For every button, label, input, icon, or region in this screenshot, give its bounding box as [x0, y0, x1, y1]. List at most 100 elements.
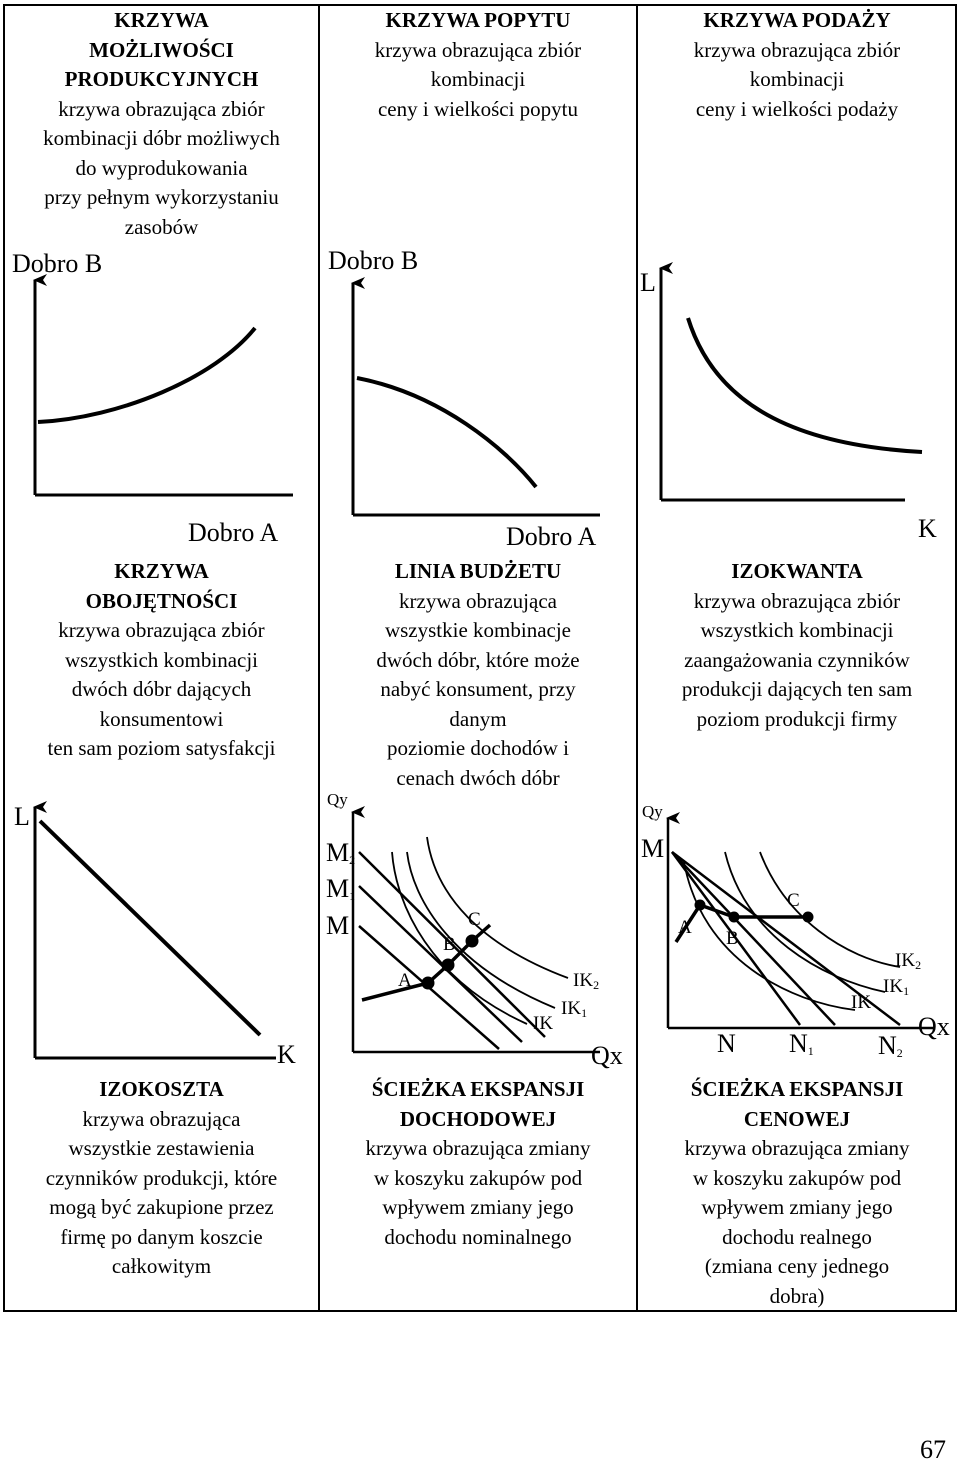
budget-point-b: [441, 958, 455, 972]
isoquant-expansion-path: [674, 902, 808, 943]
isoquant-desc-2: wszystkich kombinacji: [700, 618, 894, 642]
ppf-curve: [37, 326, 257, 424]
grid-bottom: [3, 1310, 957, 1312]
demand-title: KRZYWA POPYTU: [385, 8, 571, 32]
grid-col-1: [318, 4, 320, 1312]
isoquant-n2-label: N2: [878, 1031, 903, 1060]
isoquant-desc-5: poziom produkcji firmy: [696, 706, 898, 731]
isoquant-title: IZOKWANTA: [731, 559, 863, 583]
price-path-desc-6: dobra): [769, 1283, 825, 1308]
isocost-textblock: IZOKOSZTA krzywa obrazująca wszystkie ze…: [5, 1075, 318, 1282]
isocost-desc-4: mogą być zakupione przez: [49, 1195, 274, 1219]
budget-desc-5: danym: [449, 706, 507, 731]
budget-line-m1: [358, 885, 523, 1043]
income-path-title-1: ŚCIEŻKA EKSPANSJI: [371, 1077, 585, 1101]
indifference-desc-1: krzywa obrazująca zbiór: [58, 618, 265, 642]
grid-left: [3, 4, 5, 1312]
supply-textblock: KRZYWA PODAŻY krzywa obrazująca zbiór ko…: [638, 6, 956, 124]
budget-desc-1: krzywa obrazująca: [399, 588, 557, 613]
demand-textblock: KRZYWA POPYTU krzywa obrazująca zbiór ko…: [320, 6, 636, 124]
ppf-title-3: PRODUKCYJNYCH: [64, 67, 259, 91]
isoquant-desc-4: produkcji dających ten sam: [681, 677, 913, 701]
ppf-title-2: MOŻLIWOŚCI: [89, 37, 234, 62]
isocost-desc-2: wszystkie zestawienia: [68, 1136, 255, 1160]
table-grid: [3, 4, 957, 1312]
grid-top: [3, 4, 957, 6]
isoquant-desc-3: zaangażowania czynników: [684, 647, 910, 672]
isoquant-ik1-curve: [724, 851, 886, 993]
isocost-desc-3: czynników produkcji, które: [45, 1165, 278, 1190]
demand-y-label: Dobro B: [328, 246, 419, 275]
budget-textblock: LINIA BUDŻETU krzywa obrazująca wszystki…: [320, 557, 636, 793]
isoquant-n1-label: N1: [789, 1029, 814, 1058]
indifference-desc-2: wszystkich kombinacji: [64, 647, 259, 672]
demand-desc-2: kombinacji: [430, 67, 526, 91]
indifference-desc-5: ten sam poziom satysfakcji: [47, 736, 276, 760]
budget-line-m2: [358, 851, 546, 1038]
ppf-diagram: [33, 274, 293, 497]
budget-desc-2: wszystkie kombinacje: [384, 618, 572, 642]
budget-ik1-curve: [406, 851, 556, 1009]
indifference-textblock: KRZYWA OBOJĘTNOŚCI krzywa obrazująca zbi…: [5, 557, 318, 764]
isoquant-ik-curve: [683, 861, 856, 1011]
budget-desc-3: dwóch dóbr, które może: [376, 647, 580, 672]
isoquant-diagram: [666, 812, 935, 1030]
supply-diagram: [659, 262, 923, 502]
price-path-desc-3: wpływem zmiany jego: [701, 1195, 893, 1219]
ppf-desc-3: do wyprodukowania: [75, 155, 248, 180]
budget-ik-curve: [391, 851, 528, 1025]
supply-desc-1: krzywa obrazująca zbiór: [693, 37, 901, 62]
isocost-title: IZOKOSZTA: [99, 1077, 224, 1101]
budget-desc-6: poziomie dochodów i: [387, 736, 569, 760]
isoquant-point-b-label: B: [726, 928, 739, 949]
income-path-desc-3: wpływem zmiany jego: [382, 1195, 574, 1219]
isoquant-x-label: Qx: [918, 1012, 950, 1041]
budget-ik2-label: IK2: [573, 970, 600, 992]
budget-point-c: [465, 934, 479, 948]
budget-m-label: M: [326, 911, 350, 940]
indifference-title-1: KRZYWA: [114, 559, 209, 583]
page-number: 67: [920, 1435, 946, 1464]
isoquant-line-n2: [671, 851, 901, 1026]
price-path-textblock: ŚCIEŻKA EKSPANSJI CENOWEJ krzywa obrazuj…: [638, 1075, 956, 1311]
isoquant-ik2-label: IK2: [895, 950, 922, 972]
indifference-y-label: L: [14, 802, 30, 831]
budget-y-label: Qy: [327, 790, 348, 809]
isoquant-desc-1: krzywa obrazująca zbiór: [693, 588, 901, 613]
income-path-title-2: DOCHODOWEJ: [399, 1106, 557, 1131]
indifference-desc-3: dwóch dóbr dających: [71, 677, 252, 701]
ppf-desc-1: krzywa obrazująca zbiór: [58, 96, 265, 121]
isoquant-y-label: Qy: [642, 802, 663, 821]
income-path-textblock: ŚCIEŻKA EKSPANSJI DOCHODOWEJ krzywa obra…: [320, 1075, 636, 1252]
budget-point-a: [421, 976, 435, 990]
supply-desc-2: kombinacji: [749, 67, 845, 91]
isoquant-m-label: M: [641, 834, 665, 863]
demand-diagram: [351, 277, 600, 517]
budget-ik1-label: IK1: [561, 998, 588, 1020]
indifference-desc-4: konsumentowi: [99, 706, 224, 731]
isocost-desc-6: całkowitym: [111, 1254, 212, 1278]
indifference-line: [38, 819, 262, 1037]
ppf-desc-2: kombinacji dóbr możliwych: [43, 126, 280, 150]
ppf-y-label: Dobro B: [12, 249, 103, 278]
ppf-title-1: KRZYWA: [114, 8, 209, 32]
indifference-diagram: [33, 801, 276, 1060]
demand-desc-1: krzywa obrazująca zbiór: [374, 37, 582, 62]
demand-x-label: Dobro A: [506, 522, 597, 551]
isoquant-line-n1: [671, 851, 836, 1026]
budget-title: LINIA BUDŻETU: [394, 559, 562, 583]
budget-ik2-curve: [426, 836, 569, 979]
demand-desc-3: ceny i wielkości popytu: [377, 96, 579, 121]
isoquant-point-c: [802, 911, 814, 923]
price-path-desc-2: w koszyku zakupów pod: [692, 1165, 902, 1190]
price-path-title-1: ŚCIEŻKA EKSPANSJI: [690, 1077, 904, 1101]
ppf-x-label: Dobro A: [188, 518, 279, 547]
demand-curve: [356, 376, 538, 489]
budget-point-a-label: A: [398, 970, 412, 991]
ppf-desc-4: przy pełnym wykorzystaniu: [44, 185, 279, 209]
income-path-desc-4: dochodu nominalnego: [384, 1224, 572, 1249]
budget-desc-7: cenach dwóch dóbr: [396, 765, 560, 790]
grid-col-2: [636, 4, 638, 1312]
budget-desc-4: nabyć konsument, przy: [380, 677, 576, 701]
